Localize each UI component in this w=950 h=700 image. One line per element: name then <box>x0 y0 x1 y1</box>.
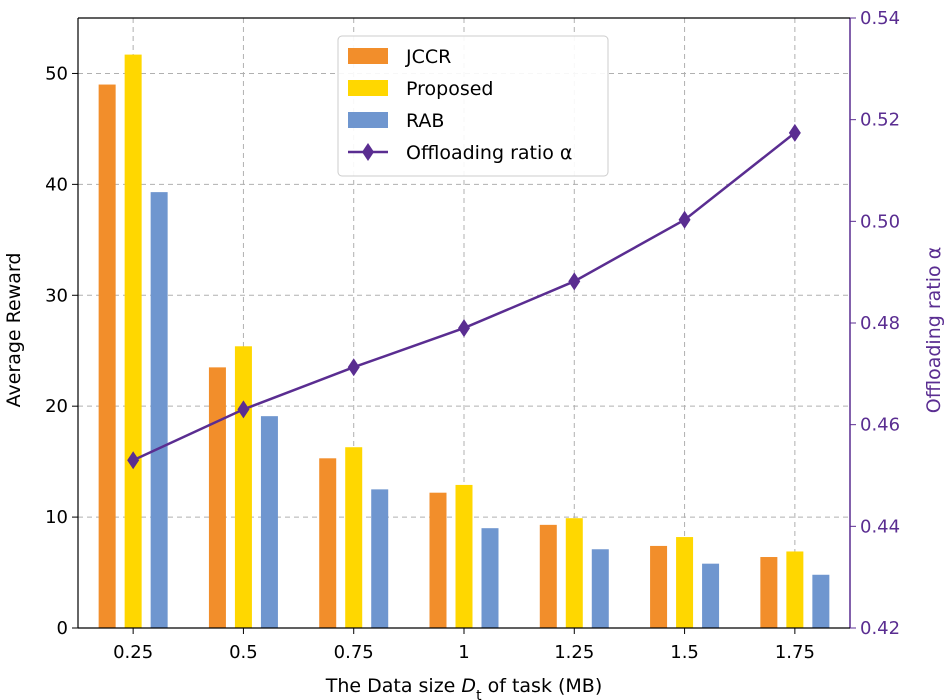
bar-proposed <box>345 447 363 628</box>
y-axis-right-label: Offloading ratio α <box>923 247 945 413</box>
y-tick-label: 20 <box>45 396 68 417</box>
offloading-line-layer <box>127 123 801 470</box>
bar-proposed <box>124 54 142 629</box>
line-marker-diamond <box>678 210 691 229</box>
bar-proposed <box>676 537 694 628</box>
y-axis-label: Average Reward <box>3 253 25 408</box>
y-right-tick-label: 0.44 <box>860 516 900 537</box>
bar-jccr <box>319 458 337 628</box>
bar-rab <box>481 528 499 628</box>
y-tick-label: 50 <box>45 63 68 84</box>
bars-layer <box>98 54 830 629</box>
x-tick-label: 1 <box>458 642 469 663</box>
axes-layer: 0 10 20 30 40 50 0.42 0.44 0.46 0.48 0.50 0.52 0.54 0… <box>45 8 900 663</box>
legend-diamond-marker <box>362 143 374 161</box>
bar-jccr <box>208 367 226 628</box>
x-axis-label: The Data size Dt of task (MB) <box>325 675 603 700</box>
legend-label-offloading: Offloading ratio α <box>406 142 572 164</box>
bar-rab <box>702 563 720 628</box>
legend: JCCR Proposed RAB Offloading ratio α <box>337 35 609 177</box>
line-marker-diamond <box>237 400 250 419</box>
y-right-tick-label: 0.46 <box>860 415 900 436</box>
bar-rab <box>150 192 168 629</box>
bar-jccr <box>98 84 116 628</box>
line-marker-diamond <box>347 358 360 377</box>
x-tick-label: 1.75 <box>775 642 815 663</box>
y-tick-label: 0 <box>57 618 68 639</box>
legend-label-proposed: Proposed <box>406 78 493 100</box>
bar-rab <box>371 489 389 628</box>
line-marker-diamond <box>568 272 581 291</box>
x-tick-label: 0.75 <box>334 642 374 663</box>
bar-jccr <box>760 557 778 628</box>
bar-jccr <box>539 524 557 628</box>
y-tick-label: 10 <box>45 507 68 528</box>
y-right-tick-label: 0.50 <box>860 211 900 232</box>
x-tick-label: 0.25 <box>113 642 153 663</box>
y-tick-label: 30 <box>45 285 68 306</box>
y-right-tick-label: 0.42 <box>860 618 900 639</box>
bar-proposed <box>786 551 804 628</box>
line-marker-diamond <box>788 123 801 142</box>
x-tick-label: 1.5 <box>670 642 699 663</box>
bar-rab <box>591 549 609 628</box>
y-right-tick-label: 0.54 <box>860 8 900 29</box>
line-marker-diamond <box>458 319 470 338</box>
bar-proposed <box>565 518 583 628</box>
y-right-tick-label: 0.48 <box>860 313 900 334</box>
bar-proposed <box>455 484 473 628</box>
x-tick-label: 0.5 <box>229 642 258 663</box>
legend-swatch-rab <box>348 112 388 128</box>
legend-swatch-jccr <box>348 48 388 64</box>
bar-rab <box>812 574 830 628</box>
y-right-tick-label: 0.52 <box>860 110 900 131</box>
x-tick-label: 1.25 <box>554 642 594 663</box>
bar-jccr <box>429 492 447 628</box>
legend-label-rab: RAB <box>406 110 444 132</box>
legend-box <box>337 35 609 177</box>
bar-rab <box>260 416 278 628</box>
legend-swatch-proposed <box>348 80 388 96</box>
line-marker-diamond <box>127 451 140 470</box>
bar-proposed <box>234 346 252 628</box>
legend-label-jccr: JCCR <box>405 46 451 68</box>
y-tick-label: 40 <box>45 174 68 195</box>
bar-jccr <box>650 545 668 628</box>
